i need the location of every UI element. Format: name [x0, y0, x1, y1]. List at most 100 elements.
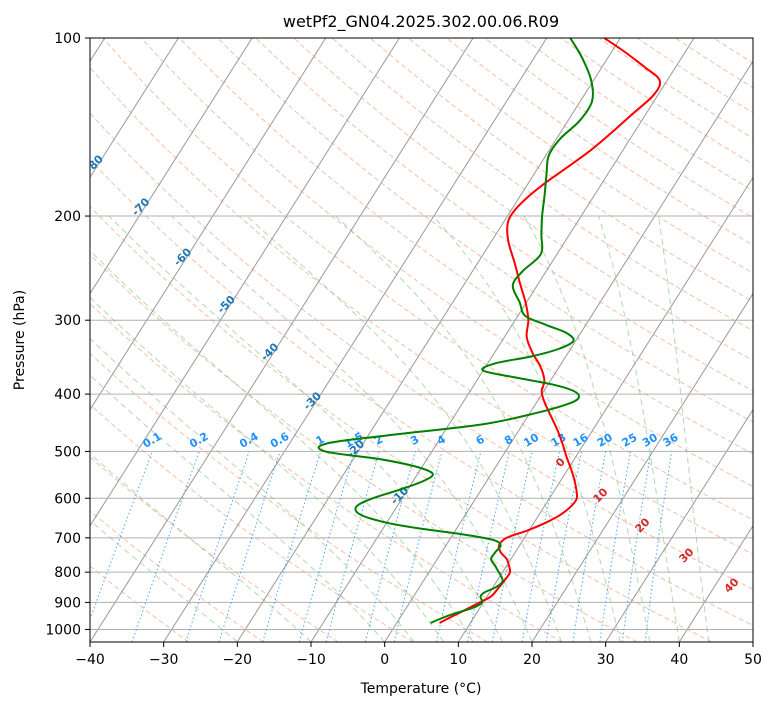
- moist-adiabat-label: 20: [633, 515, 653, 535]
- moist-adiabat: [108, 215, 503, 642]
- mixing-ratio-line: [364, 451, 416, 642]
- dry-adiabat: [90, 403, 414, 642]
- x-axis: −40 −30 −20 −10 0 10 20 30 40 50: [75, 642, 762, 668]
- dry-adiabat: [102, 38, 753, 521]
- mixing-ratio-label: 20: [595, 431, 615, 450]
- isotherm: [236, 38, 621, 642]
- dry-adiabat: [255, 38, 753, 392]
- mixing-ratio-line: [298, 451, 355, 642]
- mixing-ratio-line: [262, 451, 322, 642]
- dry-adiabat: [636, 38, 753, 114]
- dry-adiabat: [293, 38, 753, 362]
- isotherm: [384, 60, 753, 642]
- mixing-ratio-line: [599, 451, 631, 642]
- x-tick-label: −20: [223, 652, 253, 668]
- x-axis-label: Temperature (°C): [360, 681, 482, 697]
- x-tick-label: 40: [670, 652, 688, 668]
- y-tick-label: 600: [54, 491, 81, 507]
- mixing-ratio-label: 30: [640, 431, 660, 450]
- isotherm-label: -60: [171, 245, 194, 268]
- mixing-ratio-label: 16: [571, 431, 591, 450]
- y-tick-label: 500: [54, 444, 81, 460]
- plot-frame: [89, 37, 754, 643]
- isotherm-label: -70: [129, 195, 152, 218]
- isotherm: [531, 292, 753, 642]
- isotherm: [90, 38, 400, 527]
- y-tick-label: 400: [54, 387, 81, 403]
- dry-adiabat: [713, 38, 753, 64]
- isotherm-label: -90: [38, 106, 61, 129]
- mixing-ratio-line: [131, 451, 200, 642]
- moist-adiabat: [90, 296, 445, 642]
- moist-adiabat-label: 40: [722, 575, 742, 595]
- mixing-ratio-label: 6: [474, 433, 487, 448]
- dry-adiabat: [369, 38, 753, 303]
- mixing-ratio-line: [325, 451, 380, 642]
- y-axis: 1000 900 800 700 600 500 400 300 200 100: [45, 31, 90, 638]
- profile-lines: [317, 38, 662, 624]
- isotherm: [457, 176, 753, 642]
- chart-title: wetPf2_GN04.2025.302.00.06.R09: [283, 12, 559, 32]
- dry-adiabat: [560, 38, 753, 165]
- isotherm: [90, 38, 179, 179]
- moist-adiabat: [90, 374, 386, 642]
- y-tick-label: 200: [54, 209, 81, 225]
- isotherm: [310, 38, 695, 642]
- x-tick-label: −40: [75, 652, 105, 668]
- mixing-ratio-line: [572, 451, 607, 642]
- isotherm: [163, 38, 548, 642]
- mixing-ratio-line: [621, 451, 652, 642]
- dry-adiabat: [90, 510, 264, 642]
- isotherm: [90, 38, 327, 411]
- moist-adiabat: [246, 215, 562, 642]
- mixing-ratio-label: 10: [521, 431, 541, 450]
- moist-adiabat: [657, 215, 710, 642]
- y-axis-label: Pressure (hPa): [12, 290, 28, 390]
- dry-adiabat: [407, 38, 753, 274]
- moist-adiabat-label: 30: [677, 545, 697, 565]
- moist-adiabat-label: 10: [591, 485, 611, 505]
- dry-adiabat: [90, 302, 563, 642]
- y-tick-label: 900: [54, 595, 81, 611]
- mixing-ratio-label: 0.2: [187, 430, 210, 451]
- x-tick-label: −30: [149, 652, 179, 668]
- x-tick-label: 50: [744, 652, 762, 668]
- mixing-ratio-line: [545, 451, 583, 642]
- isotherm: [605, 408, 753, 642]
- mixing-ratio-label: 25: [620, 431, 640, 450]
- dry-adiabat: [90, 352, 488, 642]
- dry-adiabat: [90, 565, 190, 642]
- x-tick-label: 10: [449, 652, 467, 668]
- moist-adiabat: [598, 215, 680, 642]
- temperature-line: [438, 38, 662, 624]
- x-tick-label: 0: [380, 652, 389, 668]
- dry-adiabat: [751, 38, 753, 40]
- x-tick-label: 20: [523, 652, 541, 668]
- dry-adiabat: [90, 158, 753, 627]
- mixing-ratio-line: [185, 451, 250, 642]
- mixing-ratio-line: [467, 451, 510, 642]
- y-tick-label: 100: [54, 31, 81, 47]
- moist-adiabat: [90, 519, 238, 642]
- mixing-ratio-label: 0.6: [268, 430, 292, 451]
- isotherm: [678, 524, 753, 642]
- dry-adiabat: [90, 253, 638, 642]
- y-tick-label: 700: [54, 531, 81, 547]
- dry-adiabat: [90, 205, 712, 642]
- dry-adiabat: [217, 38, 753, 423]
- dry-adiabat: [90, 456, 339, 642]
- y-tick-label: 800: [54, 565, 81, 581]
- mixing-ratio-line: [521, 451, 560, 642]
- moist-adiabat: [90, 453, 312, 642]
- isotherm: [752, 641, 753, 642]
- y-tick-label: 300: [54, 313, 81, 329]
- mixing-ratio-label: 3: [408, 433, 421, 448]
- dewpoint-line: [317, 38, 595, 624]
- moist-adiabat: [90, 249, 474, 642]
- mixing-ratio-line: [393, 451, 443, 642]
- x-tick-label: 30: [597, 652, 615, 668]
- dry-adiabat: [90, 66, 753, 555]
- background-lines: [90, 38, 753, 642]
